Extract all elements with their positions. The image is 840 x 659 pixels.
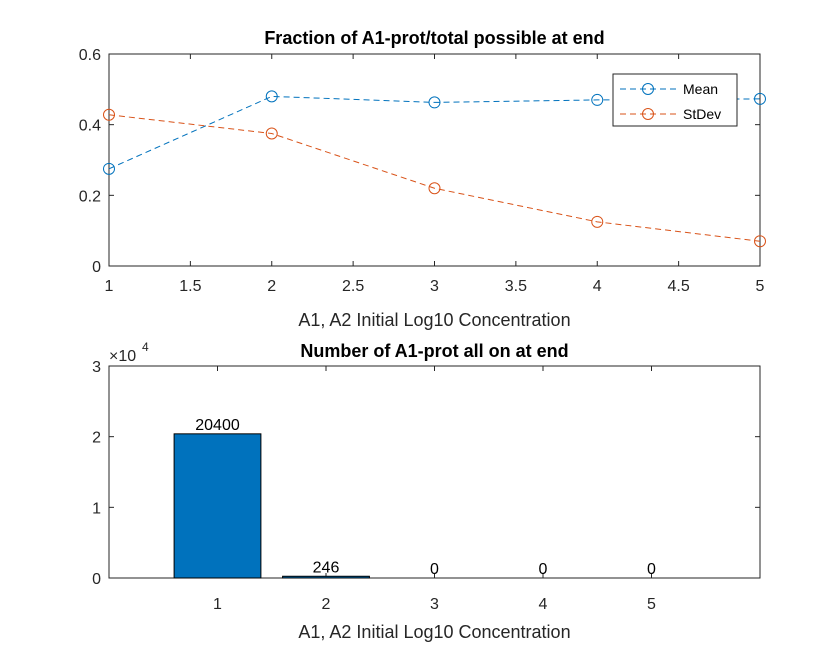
bar-data-label: 0 [647,561,656,578]
x-tick-label: 4.5 [668,278,690,295]
series-point-stdev [103,108,115,121]
x-tick-label: 3.5 [505,278,527,295]
legend-entry-stdev: StDev [683,106,721,122]
bar-data-label: 246 [313,559,340,576]
bar-data-label: 0 [430,561,439,578]
x-tick-label: 1 [105,278,114,295]
bar-1 [173,433,262,579]
y-tick-label: 0 [92,571,101,588]
bar-data-label: 0 [539,561,548,578]
bar-chart: 0 1 2 3 1 20400 2 246 3 0 4 0 5 0 Number of A1-prot al… [92,340,761,642]
series-point-mean [591,93,604,106]
x-tick-label: 1 [213,596,222,613]
series-point-mean [103,162,115,175]
x-tick-label: 3 [430,596,439,613]
x-tick-label: 5 [756,278,765,295]
x-tick-label: 4 [593,278,602,295]
series-point-stdev [265,127,278,140]
x-tick-label: 1.5 [179,278,201,295]
line-chart-title: Fraction of A1-prot/total possible at en… [264,28,604,48]
x-tick-label: 2.5 [342,278,364,295]
legend-entry-mean: Mean [683,81,718,97]
x-tick-label: 5 [647,596,656,613]
x-tick-label: 3 [430,278,439,295]
bar-data-label: 20400 [195,417,240,434]
y-tick-label: 0.2 [79,188,101,205]
y-tick-label: 1 [92,500,101,517]
x-tick-label: 2 [267,278,276,295]
legend-swatch-marker [642,83,654,95]
y-tick-label: 0.6 [79,47,101,64]
bar-2 [282,575,370,579]
series-line-mean [108,95,761,170]
series-point-stdev [428,182,441,195]
series-point-stdev [754,235,766,248]
y-tick-label: 3 [92,359,101,376]
series-point-mean [754,92,766,105]
x-tick-label: 4 [539,596,548,613]
series-point-mean [428,96,441,109]
y-tick-label: 0 [92,259,101,276]
line-chart: 1 1.5 2 2.5 3 3.5 4 4.5 5 0 0.2 0.4 0.6 Fraction of A… [79,28,766,330]
y-exponent-power: 4 [142,340,149,354]
y-exponent-base: ×10 [109,348,136,365]
legend-box [612,73,738,127]
y-tick-label: 2 [92,430,101,447]
bar-chart-title: Number of A1-prot all on at end [300,341,568,361]
series-line-stdev [108,114,761,242]
series-point-mean [265,90,278,103]
x-tick-label: 2 [322,596,331,613]
legend-swatch-marker [642,108,654,120]
series-point-stdev [591,215,604,228]
line-chart-x-axis-label: A1, A2 Initial Log10 Concentration [298,310,570,330]
y-tick-label: 0.4 [79,118,101,135]
bar-chart-x-axis-label: A1, A2 Initial Log10 Concentration [298,622,570,642]
